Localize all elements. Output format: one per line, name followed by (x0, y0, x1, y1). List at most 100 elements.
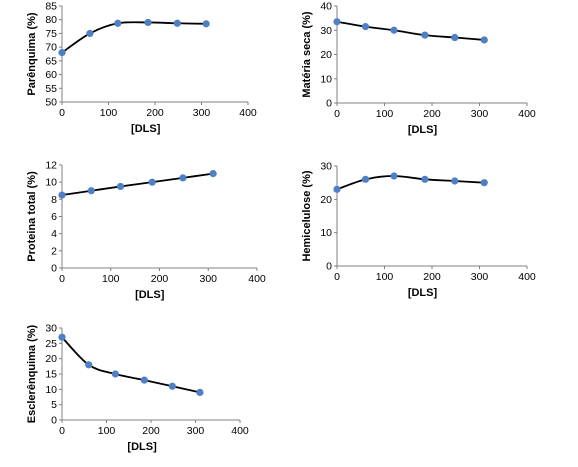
x-tick-label: 400 (518, 108, 536, 120)
x-axis-title: [DLS] (135, 289, 165, 301)
y-tick-label: 55 (45, 83, 57, 95)
y-tick-label: 8 (51, 194, 57, 206)
series-line (61, 172, 214, 196)
x-tick-label: 200 (423, 108, 441, 120)
chart-panel-5: 0 100 200 300 400 0 5 10 15 20 25 30 [DLS] Esclerênqu… (26, 323, 249, 454)
data-point (333, 18, 341, 26)
y-tick-label: 15 (45, 369, 57, 381)
x-axis-title: [DLS] (127, 441, 157, 453)
x-tick-label: 0 (59, 107, 65, 119)
y-axis-title: Proteina total (%) (26, 171, 38, 262)
y-tick-label: 40 (320, 1, 332, 13)
x-tick-label: 100 (376, 108, 394, 120)
chart-panel-4: 0 100 200 300 400 0 10 20 30 [DLS] Hemicelulose (%… (301, 161, 536, 300)
data-point (421, 31, 429, 39)
x-axis-title: [DLS] (408, 287, 438, 299)
data-point (390, 26, 398, 34)
y-tick-label: 20 (320, 194, 332, 206)
x-tick-label: 300 (193, 107, 211, 119)
data-point (173, 19, 181, 27)
y-tick-label: 4 (51, 228, 57, 240)
data-point (116, 182, 125, 191)
x-tick-label: 300 (187, 425, 205, 437)
series-line (61, 336, 201, 394)
x-tick-label: 400 (239, 107, 257, 119)
x-tick-label: 100 (100, 107, 118, 119)
x-tick-label: 100 (98, 425, 116, 437)
data-point (451, 177, 459, 185)
x-tick-label: 0 (334, 108, 340, 120)
y-tick-label: 6 (51, 211, 57, 223)
x-tick-label: 200 (423, 271, 441, 283)
y-tick-label: 30 (320, 25, 332, 37)
chart-panel-2: 0 100 200 300 400 0 10 20 30 40 [DLS] Matéria seca … (301, 1, 536, 137)
y-tick-label: 0 (51, 263, 57, 275)
data-point (361, 23, 370, 31)
y-tick-label: 70 (45, 42, 57, 54)
x-tick-label: 200 (146, 107, 164, 119)
y-tick-label: 60 (45, 69, 57, 81)
x-tick-label: 400 (518, 271, 536, 283)
y-axis-title: Parênquima (%) (26, 12, 38, 95)
series-line (336, 175, 485, 191)
x-tick-label: 300 (471, 108, 489, 120)
y-tick-label: 30 (45, 323, 57, 335)
y-axis-title: Hemicelulose (%) (301, 170, 313, 261)
data-point (390, 172, 398, 180)
data-point (209, 169, 217, 178)
x-tick-label: 100 (376, 271, 394, 283)
x-tick-label: 200 (142, 425, 160, 437)
data-point (144, 18, 152, 27)
data-point (85, 361, 93, 369)
x-tick-label: 300 (199, 273, 217, 285)
data-point (421, 175, 429, 183)
data-point (111, 370, 119, 378)
y-tick-label: 75 (45, 28, 57, 40)
series-line (336, 20, 485, 41)
y-tick-label: 0 (326, 98, 332, 110)
y-tick-label: 10 (320, 227, 332, 239)
y-axis-title: Matéria seca (%) (301, 11, 313, 98)
data-point (202, 20, 210, 28)
x-tick-label: 0 (59, 273, 65, 285)
y-tick-label: 30 (320, 161, 332, 173)
x-tick-label: 0 (59, 425, 65, 437)
x-tick-label: 200 (151, 273, 169, 285)
data-point (140, 376, 148, 384)
x-tick-label: 300 (471, 271, 489, 283)
x-tick-label: 400 (231, 425, 249, 437)
data-point (58, 333, 66, 341)
y-tick-label: 10 (45, 384, 57, 396)
data-point (480, 179, 488, 187)
data-point (114, 19, 122, 27)
data-point (86, 29, 94, 38)
y-tick-label: 20 (45, 353, 57, 365)
y-tick-label: 80 (45, 14, 57, 26)
y-tick-label: 25 (45, 338, 57, 350)
y-tick-label: 10 (45, 177, 57, 189)
data-point (168, 382, 176, 390)
data-point (480, 36, 488, 44)
chart-panel-3: 0 100 200 300 400 0 2 4 6 8 10 12 [DLS] Proteina tota… (26, 160, 266, 302)
y-tick-label: 65 (45, 55, 57, 67)
series-line (61, 21, 207, 54)
x-tick-label: 100 (102, 273, 120, 285)
x-tick-label: 0 (334, 271, 340, 283)
data-point (451, 33, 459, 42)
data-point (179, 174, 187, 182)
data-point (196, 388, 204, 396)
data-point (58, 191, 66, 199)
y-tick-label: 0 (326, 261, 332, 273)
x-axis-title: [DLS] (408, 124, 438, 136)
y-tick-label: 85 (45, 1, 57, 13)
data-point (87, 187, 95, 195)
data-point (58, 49, 66, 57)
data-point (333, 185, 341, 193)
x-tick-label: 400 (248, 273, 266, 285)
y-axis-title: Esclerênquima (%) (26, 324, 38, 423)
y-tick-label: 12 (45, 160, 57, 172)
y-tick-label: 10 (320, 73, 332, 85)
y-tick-label: 50 (45, 97, 57, 109)
